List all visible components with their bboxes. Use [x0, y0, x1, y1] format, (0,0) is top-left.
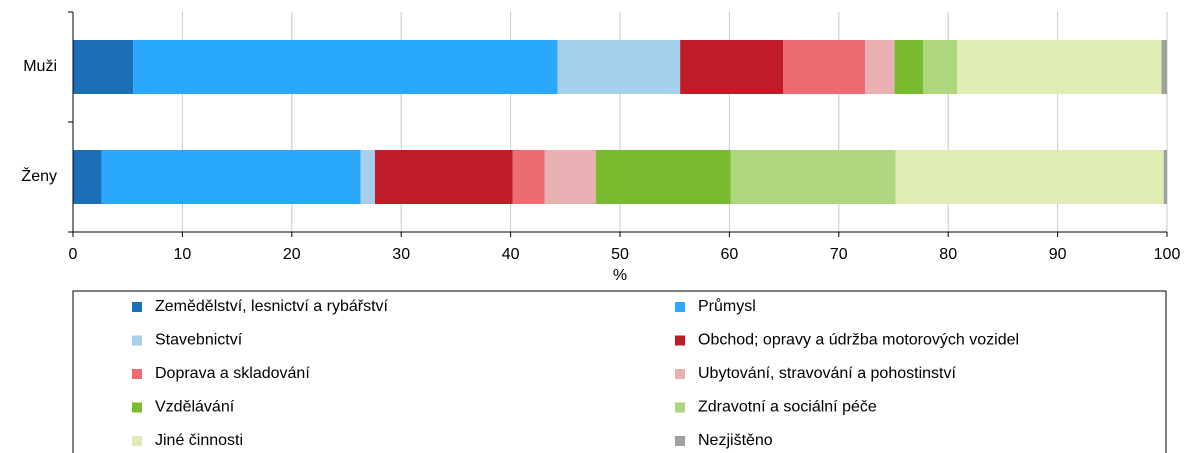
x-tick-label: 70	[830, 246, 848, 263]
legend-marker	[132, 402, 142, 413]
legend-marker	[132, 335, 142, 346]
legend-label: Zemědělství, lesnictví a rybářství	[155, 298, 389, 315]
bar-segment	[895, 150, 1164, 204]
bar-segment	[1161, 40, 1167, 94]
legend-marker	[675, 402, 685, 413]
legend-marker	[132, 369, 142, 379]
x-axis-label: %	[613, 267, 627, 284]
bar-segment	[73, 150, 102, 204]
legend-label: Stavebnictví	[155, 332, 243, 349]
y-tick-label: Ženy	[21, 166, 57, 185]
bar-segment	[783, 40, 866, 94]
bar-segment	[512, 150, 545, 204]
bar-segment	[360, 150, 375, 204]
legend-label: Obchod; opravy a údržba motorových vozid…	[698, 332, 1019, 349]
x-tick-label: 10	[174, 246, 192, 263]
x-tick-label: 90	[1049, 246, 1067, 263]
bar-segment	[374, 150, 513, 204]
x-tick-label: 60	[721, 246, 739, 263]
x-tick-label: 20	[283, 246, 301, 263]
x-tick-label: 40	[502, 246, 520, 263]
bar-segment	[865, 40, 895, 94]
x-tick-label: 0	[69, 246, 78, 263]
legend-label: Ubytování, stravování a pohostinství	[698, 365, 956, 382]
bar-segment	[680, 40, 784, 94]
x-tick-label: 30	[392, 246, 410, 263]
bar-segment	[956, 40, 1162, 94]
bar-segment	[730, 150, 896, 204]
x-tick-label: 100	[1154, 246, 1181, 263]
bar-segment	[133, 40, 558, 94]
legend-box	[72, 290, 1167, 453]
x-tick-label: 80	[939, 246, 957, 263]
legend-marker	[132, 436, 142, 446]
legend-label: Zdravotní a sociální péče	[698, 399, 877, 416]
legend-marker	[675, 436, 685, 446]
bar-segment	[544, 150, 596, 204]
legend-label: Průmysl	[698, 297, 756, 315]
bar-segment	[1163, 150, 1167, 204]
bar-segment	[73, 40, 134, 94]
legend-marker	[675, 335, 685, 346]
bar-segment	[595, 150, 731, 204]
y-tick-label: Muži	[23, 58, 57, 75]
x-tick-label: 50	[611, 246, 629, 263]
legend-marker	[675, 369, 685, 379]
legend-label: Doprava a skladování	[155, 365, 310, 382]
bar-segment	[894, 40, 924, 94]
bar-segment	[923, 40, 957, 94]
legend-label: Vzdělávání	[155, 399, 235, 416]
bar-segment	[101, 150, 361, 204]
legend-label: Jiné činnosti	[155, 432, 243, 449]
legend-label: Nezjištěno	[698, 432, 773, 449]
legend-marker	[132, 302, 142, 312]
bar-segment	[557, 40, 681, 94]
legend-marker	[675, 302, 685, 312]
